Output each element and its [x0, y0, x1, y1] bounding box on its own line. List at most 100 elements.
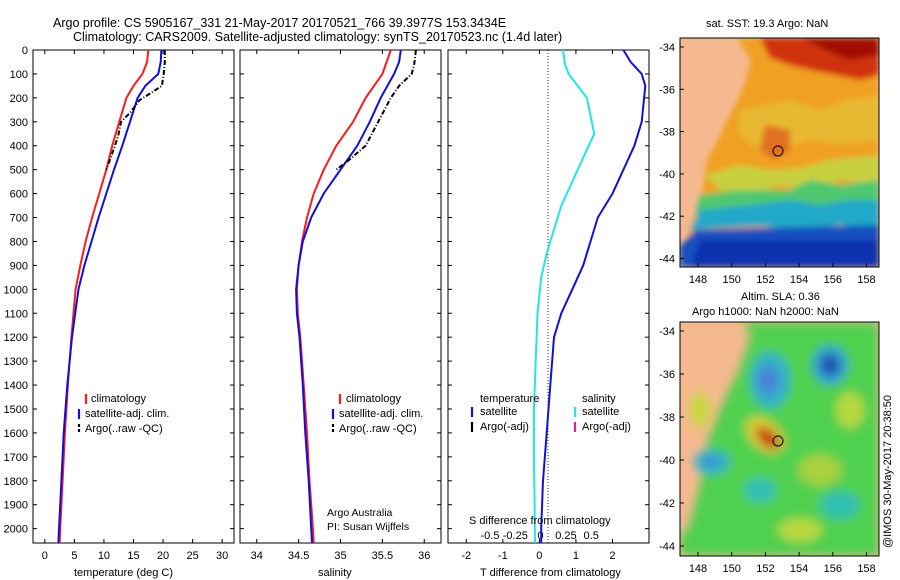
temperature-ticks: 0 5 10 15 20 25 30 [33, 49, 234, 562]
depth-tick-labels: 0 100 200 300 400 500 600 700 800 900 1000 1100 1200… [4, 45, 28, 536]
map-x-tick-label: 158 [857, 563, 875, 575]
x-tick-label: 5 [71, 550, 77, 562]
x-tick-label: 36 [418, 550, 430, 562]
depth-tick-label: 400 [10, 141, 28, 153]
map-x-tick-label: 154 [790, 563, 808, 575]
sst-map-panel: sat. SST: 19.3 Argo: NaN 148 150 152 154 156… [659, 18, 880, 286]
series-line-climatology [58, 49, 150, 544]
map-x-tick-label: 158 [857, 274, 875, 286]
map-y-tick-label: -36 [659, 84, 675, 96]
salinity-panel: 34 34.5 35 35.5 36 salinity climatology sate… [239, 49, 442, 579]
map-x-tick-label: 150 [723, 274, 741, 286]
x-tick-label: -2 [461, 550, 471, 562]
x-tick-label: 35 [334, 550, 346, 562]
legend-t-satellite: satellite [480, 406, 517, 418]
credit-line-1: Argo Australia [327, 507, 393, 519]
sst-field [680, 38, 879, 267]
sst-map-title: sat. SST: 19.3 Argo: NaN [706, 18, 828, 30]
series-line-satellite-adj-clim- [57, 49, 163, 544]
temperature-legend-argo: Argo(..raw -QC) [85, 423, 163, 435]
difference-axes-frame [447, 49, 650, 544]
map-y-tick-label: -38 [659, 412, 675, 424]
map-y-tick-label: -38 [659, 127, 675, 139]
map-y-tick-label: -34 [659, 326, 675, 338]
title-line-2: Climatology: CARS2009. Satellite-adjuste… [73, 30, 562, 44]
x-tick-label: 20 [157, 550, 169, 562]
x-tick-label: 1 [573, 550, 579, 562]
map-y-tick-label: -40 [659, 455, 675, 467]
salinity-xlabel: salinity [318, 567, 352, 579]
depth-tick-label: 900 [10, 260, 28, 272]
sst-argo-location-marker [772, 145, 784, 157]
t-difference-xlabel: T difference from climatology [480, 567, 621, 579]
s-tick-label: -0.25 [503, 530, 528, 542]
salinity-ticks: 34 34.5 35 35.5 36 [240, 49, 441, 562]
imos-watermark: @IMOS 30-May-2017 20:38:50 [882, 395, 894, 548]
x-tick-label: 34.5 [288, 550, 309, 562]
salinity-legend: climatology satellite-adj. clim. Argo(..… [331, 393, 423, 435]
depth-tick-label: 1000 [4, 284, 28, 296]
depth-tick-label: 100 [10, 69, 28, 81]
depth-tick-label: 500 [10, 165, 28, 177]
depth-tick-label: 700 [10, 213, 28, 225]
depth-tick-label: 2000 [4, 524, 28, 536]
temperature-legend-climatology: climatology [91, 393, 147, 405]
legend-temperature-heading: temperature [480, 393, 539, 405]
depth-tick-label: 1100 [4, 308, 28, 320]
salinity-legend-satellite: satellite-adj. clim. [339, 408, 423, 420]
depth-tick-label: 1500 [4, 404, 28, 416]
series-line-argo-raw-qc- [105, 50, 166, 171]
title-line-1: Argo profile: CS 5905167_331 21-May-2017… [53, 16, 506, 30]
map-x-tick-label: 152 [756, 274, 774, 286]
map-y-tick-label: -44 [659, 254, 675, 266]
depth-tick-label: 300 [10, 117, 28, 129]
legend-salinity-heading: salinity [582, 393, 616, 405]
difference-lines [532, 49, 647, 544]
x-tick-label: 34 [251, 550, 263, 562]
depth-tick-label: 0 [22, 45, 28, 57]
series-line-s-satellite [532, 49, 596, 544]
map-y-tick-label: -42 [659, 498, 675, 510]
salinity-axes-frame [239, 49, 442, 544]
temperature-panel: 0 5 10 15 20 25 30 0 100 200 300 400 500 600 700 800 90… [4, 45, 235, 579]
map-x-tick-label: 150 [723, 563, 741, 575]
map-x-tick-label: 148 [689, 274, 707, 286]
sla-map-title-2: Argo h1000: NaN h2000: NaN [692, 306, 839, 318]
legend-t-argo: Argo(-adj) [480, 421, 529, 433]
sla-map-title-1: Altim. SLA: 0.36 [741, 291, 820, 303]
x-tick-label: 30 [216, 550, 228, 562]
depth-tick-label: 200 [10, 93, 28, 105]
map-x-tick-label: 156 [824, 563, 842, 575]
map-y-tick-label: -40 [659, 169, 675, 181]
x-tick-label: 10 [98, 550, 110, 562]
x-tick-label: 25 [186, 550, 198, 562]
depth-tick-label: 800 [10, 236, 28, 248]
s-tick-label: 0.5 [584, 530, 599, 542]
salinity-legend-argo: Argo(..raw -QC) [339, 423, 417, 435]
temperature-legend-satellite: satellite-adj. clim. [85, 408, 169, 420]
x-tick-label: 35.5 [372, 550, 393, 562]
depth-tick-label: 1300 [4, 356, 28, 368]
sst-map-ticks: 148 150 152 154 156 158 -34 -36 -38 -40 -42 -44 [659, 42, 876, 286]
map-y-tick-label: -34 [659, 42, 675, 54]
map-y-tick-label: -42 [659, 211, 675, 223]
temperature-lines [57, 49, 166, 544]
s-tick-label: 0.25 [555, 530, 576, 542]
sla-argo-location-marker [772, 435, 784, 447]
depth-tick-label: 600 [10, 189, 28, 201]
sst-map-frame [679, 37, 880, 268]
temperature-legend: climatology satellite-adj. clim. Argo(..… [77, 393, 169, 435]
series-line-t-satellite [540, 49, 647, 543]
depth-tick-label: 1900 [4, 500, 28, 512]
x-tick-label: 0 [42, 550, 48, 562]
depth-tick-label: 1800 [4, 476, 28, 488]
difference-legend: temperature salinity satellite Argo(-adj… [470, 393, 631, 433]
x-tick-label: 15 [127, 550, 139, 562]
series-line-satellite-adj-clim- [295, 49, 402, 544]
legend-s-argo: Argo(-adj) [582, 421, 631, 433]
s-difference-label: S difference from climatology [469, 515, 611, 527]
map-x-tick-label: 156 [824, 274, 842, 286]
salinity-legend-climatology: climatology [346, 393, 402, 405]
map-y-tick-label: -44 [659, 541, 675, 553]
